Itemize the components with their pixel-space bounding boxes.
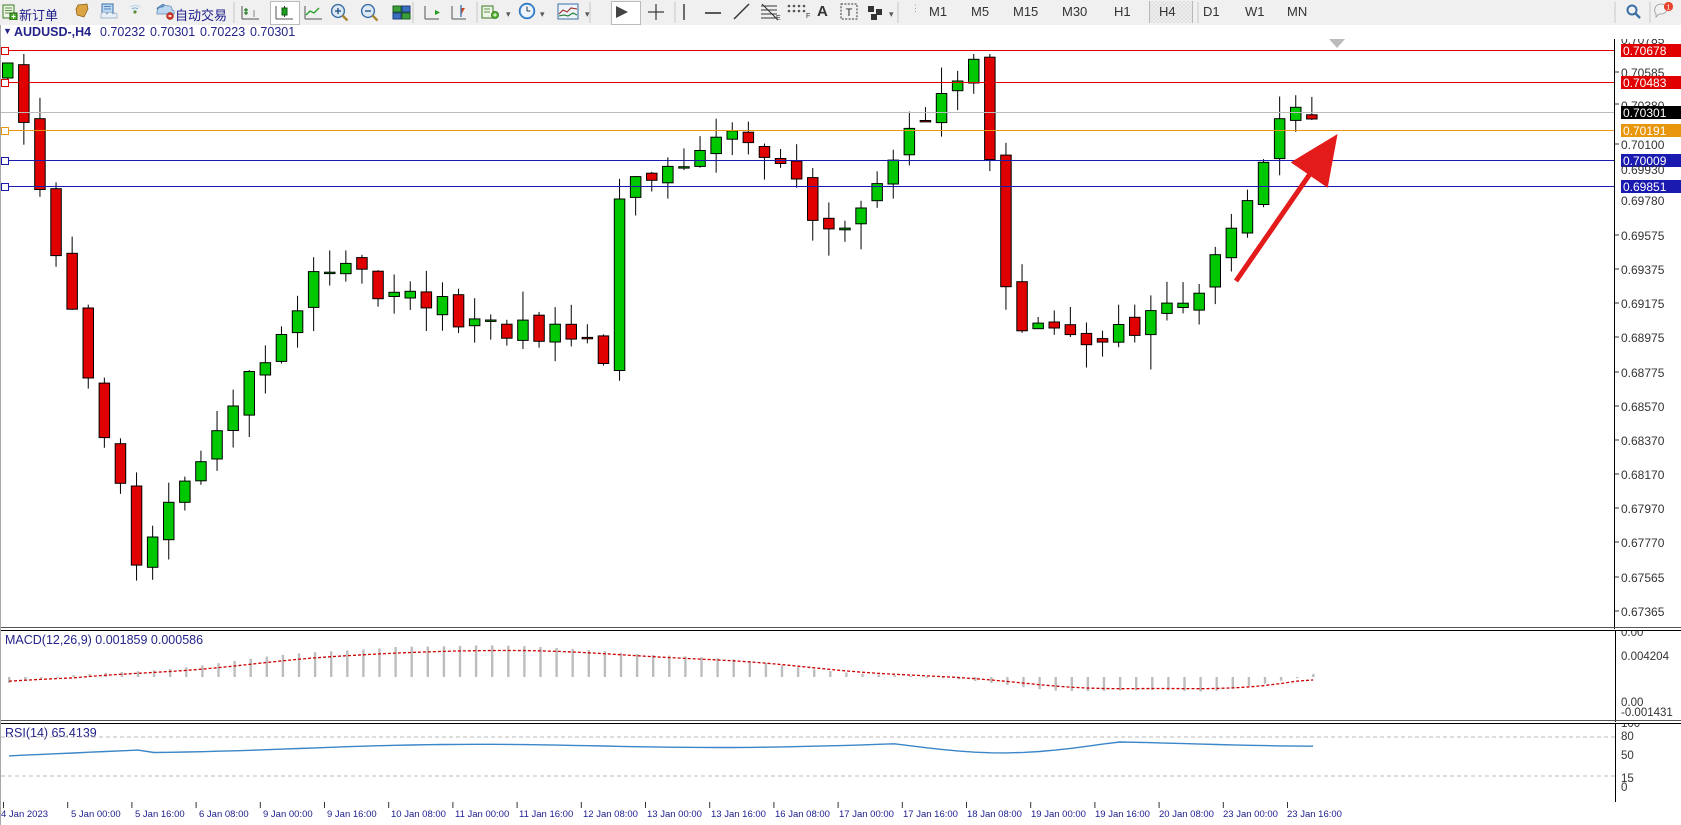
- svg-text:E: E: [776, 15, 781, 21]
- svg-text:F: F: [806, 13, 810, 20]
- svg-text:T: T: [846, 7, 853, 19]
- svg-text:1: 1: [1667, 4, 1671, 11]
